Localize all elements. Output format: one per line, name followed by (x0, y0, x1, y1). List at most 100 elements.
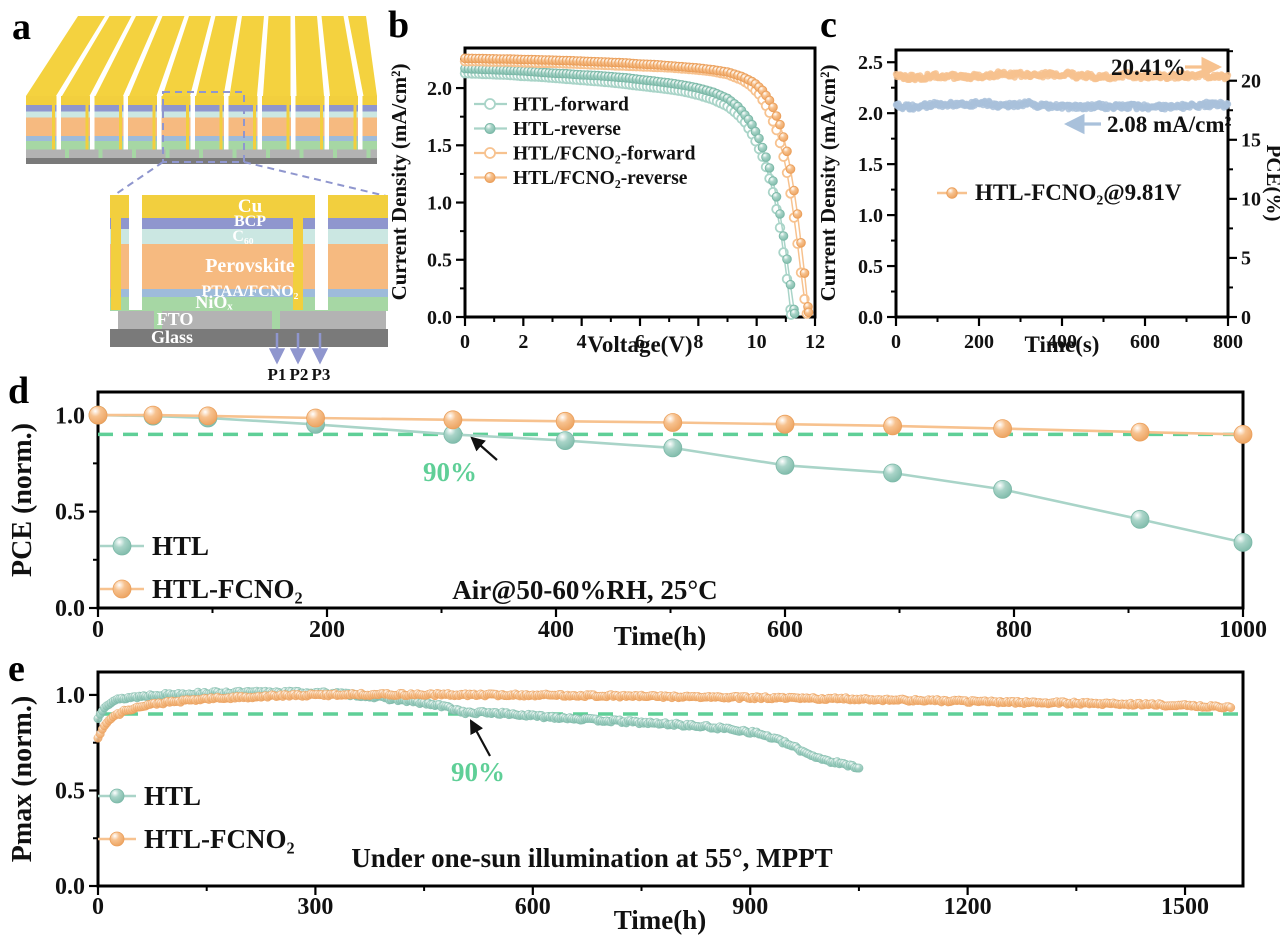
ninety-percent-label: 90% (423, 457, 477, 487)
layer-label-fto: FTO (157, 309, 194, 329)
x-tick-label: 0 (92, 894, 104, 920)
scribe-gap-p3 (129, 195, 142, 310)
zoom-connector-left (112, 161, 164, 197)
data-marker (663, 438, 683, 458)
y-right-tick-label: 10 (1241, 189, 1261, 211)
layer-perovskite (110, 243, 388, 289)
x-tick-label: 200 (309, 617, 345, 643)
y-tick-label: 0.0 (55, 596, 85, 622)
panel-label-c: c (820, 4, 837, 46)
x-tick-label: 10 (747, 331, 767, 353)
layer-glass (110, 329, 388, 347)
module-front-fto-scribe (366, 149, 371, 158)
data-marker (761, 152, 771, 162)
scribe-label: P1 (268, 365, 287, 384)
x-tick-label: 1500 (1161, 894, 1209, 920)
y-tick-label: 0.0 (427, 307, 452, 329)
data-marker (796, 238, 806, 248)
data-marker (768, 176, 778, 186)
y-tick-label: 0.5 (427, 250, 452, 272)
y-tick-label: 0.5 (55, 779, 85, 805)
module-scribe-stripe (123, 16, 163, 96)
x-tick-label: 4 (577, 331, 587, 353)
series-HTL-FCNO₂ (88, 405, 1253, 444)
data-marker (782, 146, 792, 157)
y-tick-label: 1.0 (427, 192, 452, 214)
module-scribe-stripe (89, 16, 136, 96)
module-front-fto-scribe (299, 149, 304, 158)
module-front-gap (90, 96, 95, 150)
module-scribe-stripe (343, 16, 364, 96)
layer-label-cu: Cu (238, 196, 263, 217)
module-scribe-stripe (223, 16, 242, 96)
layer-label-c60: C₆₀ (232, 228, 253, 245)
module-front-layer-bcp (26, 105, 377, 112)
legend-item: HTL-FCNO₂@9.81V (937, 180, 1182, 206)
panel-label-a: a (12, 6, 31, 48)
y-right-tick-label: 5 (1241, 248, 1251, 270)
data-marker (993, 419, 1012, 438)
module-front-via (219, 96, 223, 150)
panel-label-e: e (8, 648, 25, 690)
module-front-layer-c60 (26, 111, 377, 118)
x-tick-label: 8 (693, 331, 703, 353)
module-front-fto-scribe (98, 149, 103, 158)
series-PCE (892, 68, 1232, 84)
module-front-via (85, 96, 89, 150)
module-front-gap (123, 96, 128, 150)
legend-marker (109, 831, 125, 847)
layer-label-perovskite: Perovskite (205, 255, 295, 277)
legend-label: HTL-FCNO₂@9.81V (975, 180, 1182, 206)
panel-c-stabilized-output-chart: 0 200 400 600 800 0.0 0.5 1.0 1.5 2.0 2.5 0 5 10 15 20 T… (816, 48, 1280, 357)
data-marker (775, 455, 795, 475)
fto-scribe-p1 (154, 310, 162, 329)
module-front-layer-perovskite (26, 117, 377, 136)
layer-label-ptaa: PTAA/FCNO₂ (202, 283, 299, 300)
module-front-gap (257, 96, 262, 150)
legend-item: HTL-reverse (474, 119, 621, 140)
data-point (1226, 703, 1236, 713)
layer-label-niox: NiOₓ (195, 292, 233, 312)
data-marker (764, 163, 775, 173)
panel-label-d: d (8, 370, 30, 412)
y-tick-label: 0.5 (858, 256, 883, 278)
data-marker (1130, 509, 1150, 529)
panel-d-shelf-stability-chart: 0 200 400 600 800 1000 0.0 0.5 1.0 Time(h) PCE (no… (7, 390, 1267, 651)
series-line (97, 413, 1244, 544)
data-marker (198, 406, 218, 426)
module-front-gap (324, 96, 329, 150)
y-axis-right-label: PCE(%) (1262, 145, 1280, 222)
x-tick-label: 600 (1130, 331, 1160, 353)
data-marker (799, 268, 810, 279)
data-marker (803, 307, 814, 318)
y-tick-label: 1.0 (858, 205, 883, 227)
data-marker (775, 414, 795, 434)
x-axis-label: Time(s) (1025, 332, 1100, 357)
y-axis-left-label: Current Density (mA/cm²) (816, 65, 840, 302)
y-right-tick-label: 20 (1241, 71, 1261, 93)
zoom-region-box (162, 91, 245, 163)
module-scribe-stripe (317, 16, 330, 96)
y-axis-label: Pmax (norm.) (7, 696, 38, 862)
y-tick-label: 1.0 (55, 683, 85, 709)
data-marker (792, 209, 803, 219)
legend-marker (484, 123, 496, 134)
legend-item: HTL-forward (474, 95, 629, 116)
module-scribe-stripe (156, 16, 189, 96)
x-tick-label: 12 (805, 331, 825, 353)
data-marker (143, 405, 163, 425)
data-marker (757, 142, 768, 153)
legend-label: HTL-forward (513, 95, 629, 116)
layer-fto (118, 310, 386, 329)
x-tick-label: 0 (460, 331, 470, 353)
module-front-gap (56, 96, 61, 150)
x-tick-label: 200 (964, 331, 994, 353)
data-marker (555, 411, 575, 431)
jsc-annotation: 2.08 mA/cm² (1107, 112, 1232, 137)
legend-marker (484, 98, 496, 110)
y-tick-label: 2.0 (427, 78, 452, 100)
x-tick-label: 0 (891, 331, 901, 353)
module-front-gap (358, 96, 363, 150)
x-tick-label: 300 (297, 894, 333, 920)
